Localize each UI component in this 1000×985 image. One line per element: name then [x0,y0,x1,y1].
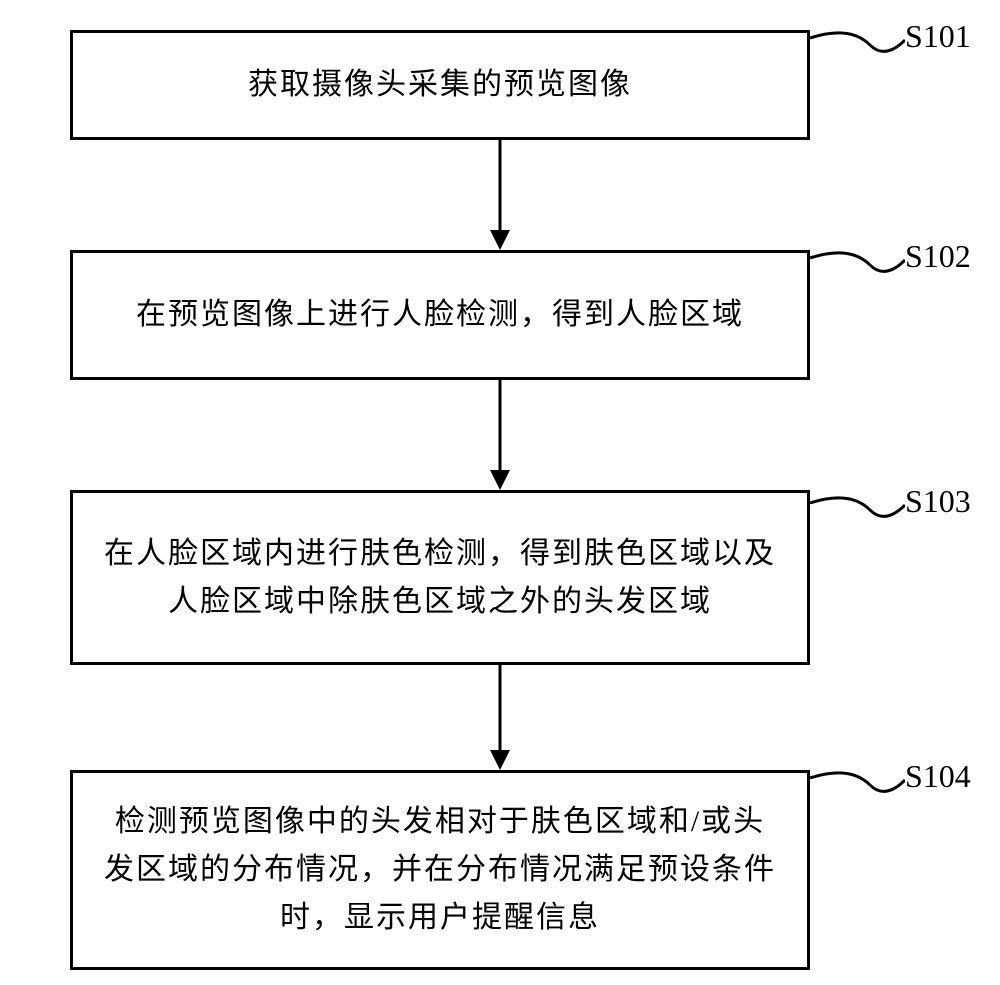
arrow-1 [485,140,515,250]
step-box-4: 检测预览图像中的头发相对于肤色区域和/或头发区域的分布情况，并在分布情况满足预设… [70,770,810,970]
step-label-4: S104 [905,758,971,795]
arrow-3 [485,665,515,770]
step-text-3: 在人脸区域内进行肤色检测，得到肤色区域以及人脸区域中除肤色区域之外的头发区域 [103,530,777,626]
label-connector-2 [810,250,905,290]
flowchart-container: 获取摄像头采集的预览图像 S101 在预览图像上进行人脸检测，得到人脸区域 S1… [0,0,1000,985]
step-label-1: S101 [905,18,971,55]
label-connector-4 [810,770,905,810]
step-label-2: S102 [905,238,971,275]
label-connector-3 [810,495,905,535]
step-text-2: 在预览图像上进行人脸检测，得到人脸区域 [136,291,744,339]
step-box-3: 在人脸区域内进行肤色检测，得到肤色区域以及人脸区域中除肤色区域之外的头发区域 [70,490,810,665]
step-box-1: 获取摄像头采集的预览图像 [70,30,810,140]
arrow-2 [485,380,515,490]
step-label-3: S103 [905,483,971,520]
step-text-1: 获取摄像头采集的预览图像 [248,61,632,109]
step-text-4: 检测预览图像中的头发相对于肤色区域和/或头发区域的分布情况，并在分布情况满足预设… [103,798,777,942]
step-box-2: 在预览图像上进行人脸检测，得到人脸区域 [70,250,810,380]
label-connector-1 [810,30,905,70]
